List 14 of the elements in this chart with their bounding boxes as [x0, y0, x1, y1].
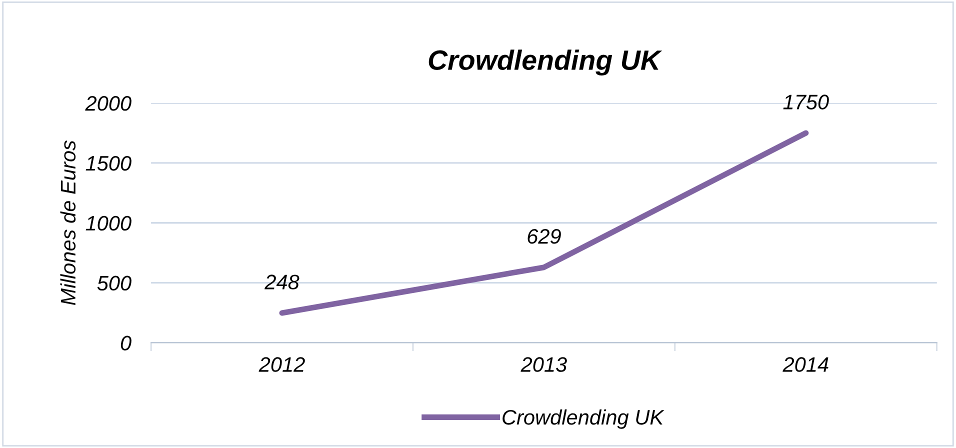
chart-title: Crowdlending UK — [428, 50, 662, 76]
y-tick-label: 2000 — [85, 96, 132, 111]
y-axis-title: Millones de Euros — [60, 140, 76, 306]
y-tick-label: 0 — [120, 336, 132, 350]
y-tick-label: 500 — [97, 276, 132, 291]
data-label: 629 — [528, 229, 561, 244]
x-tick-label: 2014 — [782, 357, 828, 372]
data-label: 248 — [264, 274, 300, 290]
y-tick-label: 1500 — [86, 156, 132, 171]
y-tick-label: 1000 — [86, 216, 132, 231]
x-tick-label: 2012 — [258, 357, 305, 372]
legend-label: Crowdlending UK — [502, 409, 664, 429]
data-label: 1750 — [783, 94, 829, 110]
x-tick-label: 2013 — [520, 357, 567, 372]
